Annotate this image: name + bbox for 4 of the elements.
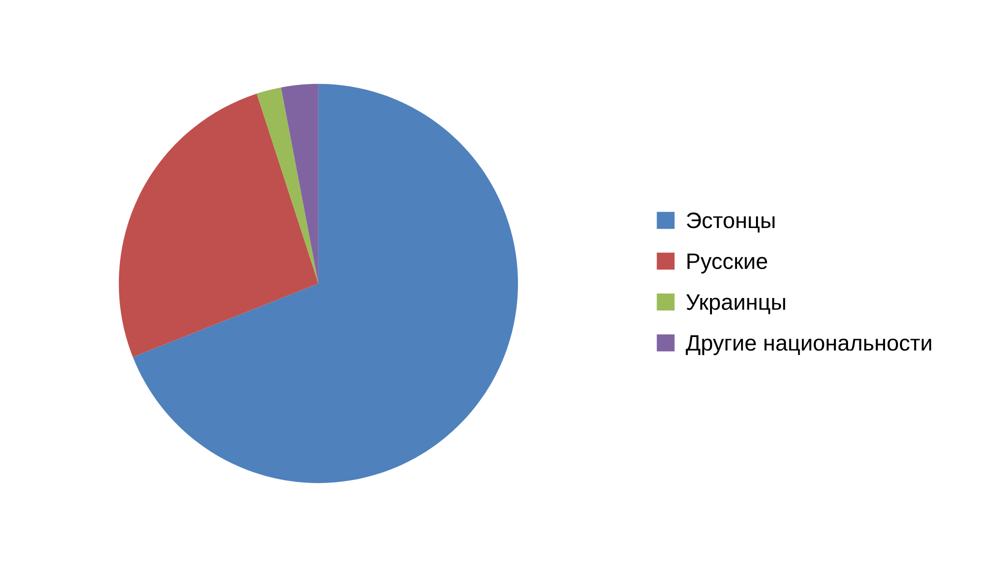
legend-label: Эстонцы xyxy=(686,212,774,232)
legend-label: Другие национальности xyxy=(686,335,932,356)
legend-label: Украинцы xyxy=(686,294,786,314)
legend-label: Русские xyxy=(688,254,768,274)
